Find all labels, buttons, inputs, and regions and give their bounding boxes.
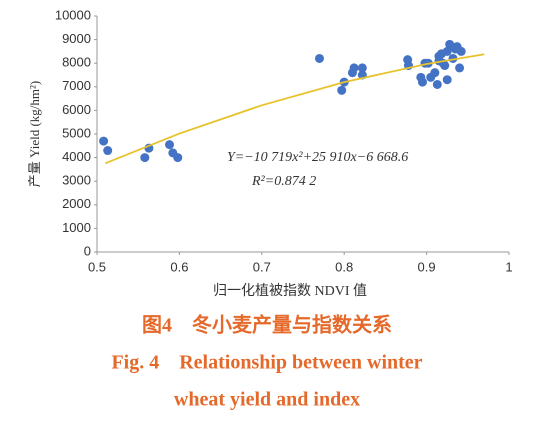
caption-en: wheat yield and index — [174, 389, 360, 411]
point — [440, 61, 450, 71]
point — [456, 46, 466, 56]
y-tick-label: 3000 — [62, 173, 91, 188]
point — [337, 85, 347, 95]
point — [140, 153, 150, 163]
caption-cn: 图4 冬小麦产量与指数关系 — [142, 313, 392, 337]
y-tick-label: 7000 — [62, 78, 91, 93]
y-tick-label: 4000 — [62, 149, 91, 164]
y-tick-label: 9000 — [62, 31, 91, 46]
trend-line — [104, 53, 485, 165]
y-axis-label: 产量 Yield (kg/hm²) — [27, 81, 42, 187]
point — [99, 136, 109, 146]
y-tick-label: 10000 — [55, 7, 91, 22]
point — [173, 153, 183, 163]
x-tick-label: 0.5 — [88, 259, 106, 274]
y-tick-label: 2000 — [62, 196, 91, 211]
x-axis-label: 归一化植被指数 NDVI 值 — [213, 282, 367, 299]
x-tick-label: 1 — [505, 259, 512, 274]
x-tick-label: 0.6 — [170, 259, 188, 274]
y-tick-label: 1000 — [62, 220, 91, 235]
point — [165, 140, 175, 150]
x-tick-label: 0.7 — [253, 259, 271, 274]
x-tick-label: 0.8 — [335, 259, 353, 274]
point — [430, 68, 440, 78]
equation: Y=−10 719x²+25 910x−6 668.6 — [227, 150, 408, 165]
y-tick-label: 6000 — [62, 102, 91, 117]
point — [314, 53, 324, 63]
point — [432, 79, 442, 89]
caption-en: Fig. 4 Relationship between winter — [111, 352, 422, 374]
r-squared: R²=0.874 2 — [251, 174, 316, 189]
point — [357, 63, 367, 73]
point — [455, 63, 465, 73]
point — [442, 75, 452, 85]
y-tick-label: 0 — [84, 243, 91, 258]
y-tick-label: 5000 — [62, 125, 91, 140]
y-tick-label: 8000 — [62, 55, 91, 70]
point — [349, 63, 359, 73]
x-tick-label: 0.9 — [418, 259, 436, 274]
point — [417, 77, 427, 87]
point — [103, 146, 113, 156]
